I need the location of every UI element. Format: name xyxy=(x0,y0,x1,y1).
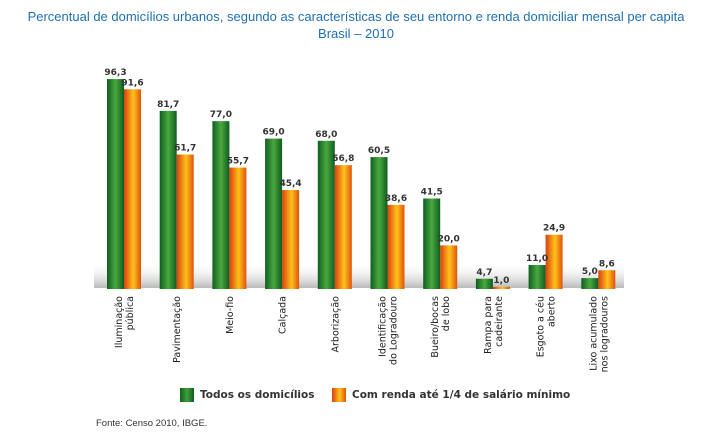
bar-series-2-3 xyxy=(282,190,300,289)
value-label-series-2-6: 20,0 xyxy=(438,234,460,244)
category-label-6-line-0: Bueiro/bocas xyxy=(430,296,441,358)
bar-series-1-0 xyxy=(107,79,124,289)
bar-series-2-6 xyxy=(440,245,458,289)
legend: Todos os domicílios Com renda até 1/4 de… xyxy=(0,388,712,406)
value-label-series-1-3: 69,0 xyxy=(262,128,284,138)
value-label-series-2-3: 45,4 xyxy=(279,179,301,189)
category-label-5-line-0: Identificação xyxy=(378,296,389,357)
legend-label-series-1: Todos os domicílios xyxy=(200,389,315,401)
bar-series-1-9 xyxy=(581,278,599,289)
category-label-5-line-1: do Logradouro xyxy=(389,296,400,365)
source-note: Fonte: Censo 2010, IBGE. xyxy=(96,418,208,429)
value-label-series-1-6: 41,5 xyxy=(421,188,443,198)
value-label-series-1-7: 4,7 xyxy=(476,268,492,278)
bar-series-2-1 xyxy=(176,154,194,289)
category-label-2-line-0: Meio-fio xyxy=(225,296,236,334)
category-label-7-line-0: Rampa para xyxy=(483,296,494,354)
bar-series-1-2 xyxy=(212,121,230,289)
category-label-1: Pavimentação xyxy=(172,296,183,363)
category-label-0-line-0: Iluminação xyxy=(114,296,125,348)
legend-label-series-2: Com renda até 1/4 de salário mínimo xyxy=(352,389,571,401)
bar-series-2-0 xyxy=(124,89,141,289)
bar-series-2-2 xyxy=(229,167,247,289)
value-label-series-2-9: 8,6 xyxy=(599,259,615,269)
legend-item-series-1: Todos os domicílios xyxy=(180,388,315,402)
category-label-6: Bueiro/bocas de lobo xyxy=(430,296,452,358)
legend-item-series-2: Com renda até 1/4 de salário mínimo xyxy=(332,388,570,402)
category-label-8-line-1: aberto xyxy=(547,296,558,327)
value-label-series-1-0: 96,3 xyxy=(104,68,126,78)
category-label-1-line-0: Pavimentação xyxy=(172,296,183,363)
legend-swatch-green xyxy=(180,388,194,402)
value-label-series-1-1: 81,7 xyxy=(157,100,179,110)
value-label-series-1-2: 77,0 xyxy=(210,110,232,120)
category-label-6-line-1: de lobo xyxy=(441,296,452,331)
chart-title-line-2: Brasil – 2010 xyxy=(318,26,394,41)
value-label-series-1-8: 11,0 xyxy=(526,254,548,264)
category-label-9-line-1: nos logradouros xyxy=(599,296,610,372)
bar-series-2-4 xyxy=(334,165,352,289)
bar-series-1-7 xyxy=(475,278,493,289)
category-label-4: Arborização xyxy=(330,296,341,353)
bar-series-1-8 xyxy=(528,265,546,289)
category-label-4-line-0: Arborização xyxy=(330,296,341,353)
category-label-2: Meio-fio xyxy=(225,296,236,334)
category-label-0: Iluminação pública xyxy=(114,296,136,348)
category-label-0-line-1: pública xyxy=(125,296,136,330)
bar-series-2-9 xyxy=(598,270,616,289)
value-label-series-2-7: 1,0 xyxy=(493,276,509,286)
category-label-3: Calçada xyxy=(278,296,289,334)
chart-title: Percentual de domicílios urbanos, segund… xyxy=(0,8,712,42)
value-label-series-2-5: 38,6 xyxy=(385,194,407,204)
value-label-series-2-2: 55,7 xyxy=(227,157,249,167)
category-label-8-line-0: Esgoto a céu xyxy=(536,296,547,357)
bar-series-2-8 xyxy=(545,234,563,289)
bar-series-2-7 xyxy=(492,286,510,289)
value-label-series-2-8: 24,9 xyxy=(543,224,565,234)
bar-series-1-1 xyxy=(159,110,177,289)
value-label-series-2-0: 91,6 xyxy=(121,78,143,88)
value-label-series-2-4: 56,8 xyxy=(332,154,354,164)
value-label-series-1-5: 60,5 xyxy=(368,146,390,156)
category-label-7: Rampa para cadeirante xyxy=(483,296,505,354)
legend-swatch-orange xyxy=(332,388,346,402)
value-label-series-1-4: 68,0 xyxy=(315,130,337,140)
chart-title-line-1: Percentual de domicílios urbanos, segund… xyxy=(27,9,685,24)
category-label-7-line-1: cadeirante xyxy=(494,296,505,347)
bar-series-1-4 xyxy=(317,140,335,289)
category-label-8: Esgoto a céu aberto xyxy=(536,296,558,357)
category-label-9-line-0: Lixo acumulado xyxy=(588,296,599,371)
category-label-5: Identificação do Logradouro xyxy=(378,296,400,365)
bar-series-1-6 xyxy=(423,198,441,289)
bar-series-1-3 xyxy=(265,138,283,289)
value-label-series-1-9: 5,0 xyxy=(582,267,598,277)
category-label-3-line-0: Calçada xyxy=(278,296,289,334)
value-label-series-2-1: 61,7 xyxy=(174,143,196,153)
bar-series-1-5 xyxy=(370,157,388,289)
bar-series-2-5 xyxy=(387,204,405,289)
category-label-9: Lixo acumulado nos logradouros xyxy=(588,296,610,373)
